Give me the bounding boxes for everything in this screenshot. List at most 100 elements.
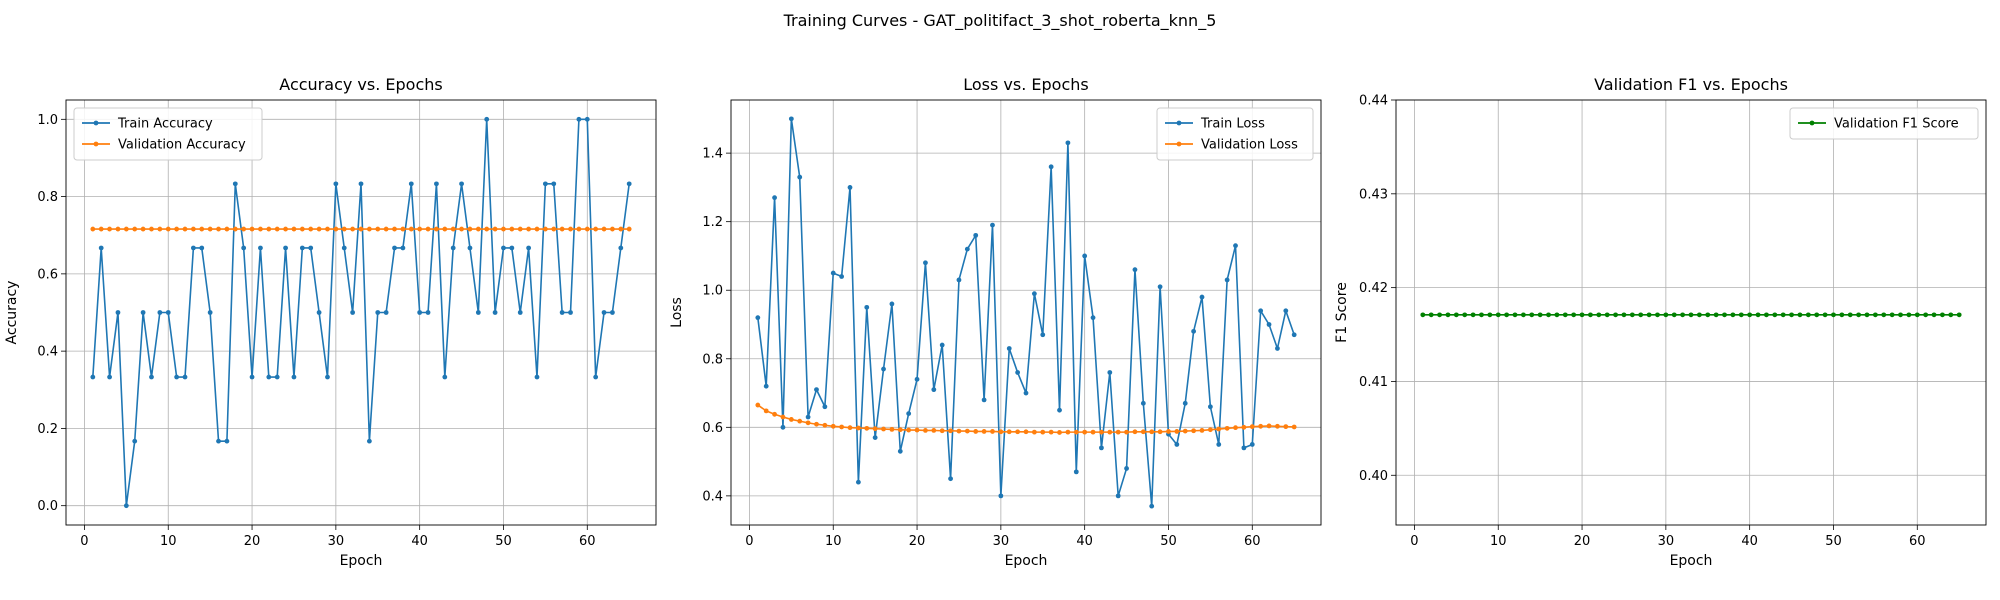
data-point <box>417 226 423 232</box>
data-point <box>333 181 339 187</box>
data-point <box>1216 442 1222 447</box>
data-point <box>551 226 557 232</box>
data-point <box>299 226 305 232</box>
data-point <box>1487 312 1493 318</box>
data-point <box>964 428 970 434</box>
data-point <box>484 116 490 122</box>
data-point <box>107 374 112 380</box>
data-point <box>115 226 121 232</box>
data-point <box>1638 312 1644 318</box>
data-point <box>1031 429 1037 435</box>
data-point <box>1090 429 1096 435</box>
data-point <box>1065 140 1071 146</box>
data-point <box>182 226 188 232</box>
data-point <box>788 417 794 422</box>
data-point <box>341 245 347 251</box>
data-point <box>780 414 786 420</box>
x-tick-label: 0 <box>80 534 88 549</box>
data-point <box>881 366 886 372</box>
data-point <box>897 448 903 454</box>
data-point <box>241 245 247 251</box>
data-point <box>914 376 920 382</box>
data-point <box>1207 404 1213 410</box>
y-tick-label: 1.2 <box>702 215 723 230</box>
data-point <box>1057 407 1062 413</box>
data-point <box>190 245 196 251</box>
data-point <box>1275 423 1280 429</box>
data-point <box>1031 291 1037 297</box>
data-point <box>1275 346 1280 351</box>
data-point <box>1847 312 1853 318</box>
data-point <box>948 476 953 482</box>
data-point <box>325 226 330 232</box>
data-point <box>1249 424 1255 430</box>
data-point <box>434 226 439 232</box>
data-point <box>1140 429 1146 435</box>
x-tick-label: 50 <box>1160 534 1177 549</box>
subplots: 0 10 20 30 40 50 60 0.0 0.2 0.4 0.6 0.8 1.0 Accuracy … <box>4 75 1987 569</box>
data-point <box>939 428 945 434</box>
data-point <box>442 226 448 232</box>
data-point <box>1898 312 1903 318</box>
x-tick-label: 40 <box>1076 534 1093 549</box>
data-point <box>805 414 811 420</box>
data-point <box>1266 322 1272 327</box>
data-point <box>190 226 196 232</box>
data-point <box>1149 503 1155 509</box>
data-point <box>517 226 523 232</box>
data-point <box>780 424 786 430</box>
data-point <box>593 374 599 380</box>
data-point <box>258 226 263 232</box>
data-point <box>1216 426 1222 432</box>
data-point <box>140 226 146 232</box>
data-point <box>1149 429 1155 435</box>
data-point <box>1182 400 1188 406</box>
data-point <box>864 425 870 431</box>
data-point <box>484 226 490 232</box>
data-point <box>1872 312 1878 318</box>
y-tick-label: 0.40 <box>1359 469 1388 484</box>
data-point <box>283 226 288 232</box>
data-point <box>1191 428 1197 434</box>
data-point <box>517 310 523 315</box>
data-point <box>207 310 213 315</box>
data-point <box>224 438 230 444</box>
x-tick-label: 40 <box>411 534 428 549</box>
data-point <box>1495 312 1501 318</box>
data-point <box>990 222 995 228</box>
data-point <box>1182 428 1188 434</box>
data-point <box>998 429 1004 435</box>
data-point <box>434 181 439 187</box>
data-point <box>559 226 565 232</box>
data-point <box>923 428 928 433</box>
data-point <box>375 310 381 315</box>
data-point <box>1157 284 1163 290</box>
data-point <box>1881 312 1887 318</box>
data-point <box>358 181 364 187</box>
data-point <box>1688 312 1694 318</box>
y-tick-label: 0.2 <box>37 422 58 437</box>
data-point <box>266 374 272 380</box>
data-point <box>1772 312 1778 318</box>
legend-entry: Train Accuracy <box>117 117 213 132</box>
data-point <box>149 226 154 232</box>
data-point <box>1048 164 1054 170</box>
axes-frame <box>1395 99 1987 526</box>
data-point <box>788 116 794 122</box>
y-axis-label: F1 Score <box>1334 282 1350 343</box>
data-point <box>855 425 861 431</box>
data-point <box>1713 312 1719 318</box>
data-point <box>383 226 389 232</box>
x-tick-label: 20 <box>909 534 926 549</box>
data-point <box>182 374 188 380</box>
data-point <box>1948 312 1954 318</box>
data-point <box>889 301 895 307</box>
data-point <box>1199 428 1205 433</box>
data-point <box>1241 424 1247 430</box>
data-point <box>258 245 263 251</box>
data-point <box>956 277 962 283</box>
data-point <box>1157 429 1163 435</box>
legend: Validation F1 Score <box>1789 107 1979 140</box>
data-point <box>772 195 777 201</box>
data-point <box>906 411 912 417</box>
